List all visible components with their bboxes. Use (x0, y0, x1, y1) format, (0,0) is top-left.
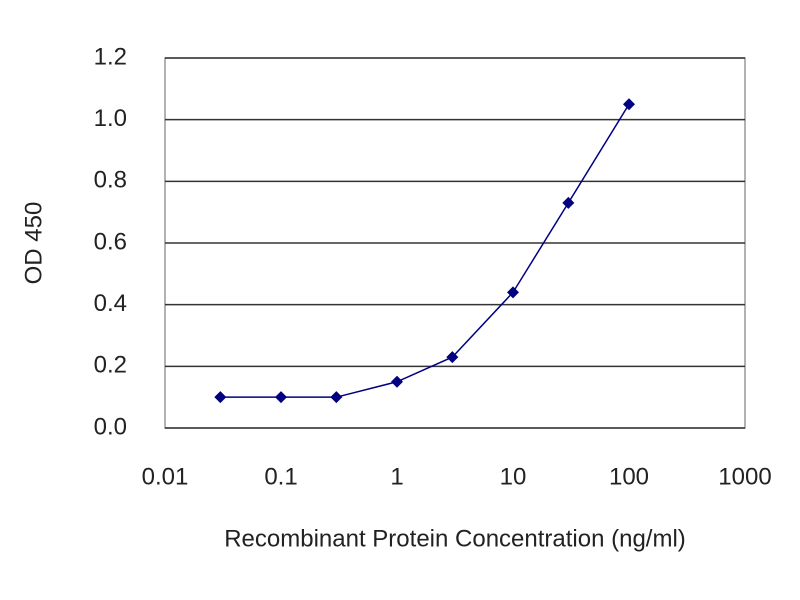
data-point (446, 351, 459, 364)
data-point (391, 375, 403, 388)
x-axis-label: Recombinant Protein Concentration (ng/ml… (224, 525, 686, 552)
x-tick-label: 100 (609, 463, 649, 490)
x-tick-label: 10 (500, 463, 527, 490)
x-tick-label: 1 (390, 463, 403, 490)
y-tick-label: 0.4 (94, 290, 127, 317)
data-point (562, 196, 575, 209)
x-tick-label: 0.01 (142, 463, 189, 490)
x-tick-label: 1000 (718, 463, 771, 490)
x-tick-label: 0.1 (264, 463, 297, 490)
y-tick-label: 0.8 (94, 167, 127, 194)
data-point (623, 98, 635, 111)
data-point (275, 391, 287, 404)
y-tick-label: 0.0 (94, 413, 127, 440)
data-point (330, 391, 343, 404)
series-line (220, 103, 630, 398)
y-tick-label: 1.2 (94, 43, 127, 70)
y-tick-label: 0.2 (94, 352, 127, 379)
data-point (507, 286, 519, 299)
y-tick-label: 0.6 (94, 228, 127, 255)
data-point (214, 391, 227, 404)
y-tick-label: 1.0 (94, 105, 127, 132)
y-axis-label: OD 450 (20, 202, 47, 285)
